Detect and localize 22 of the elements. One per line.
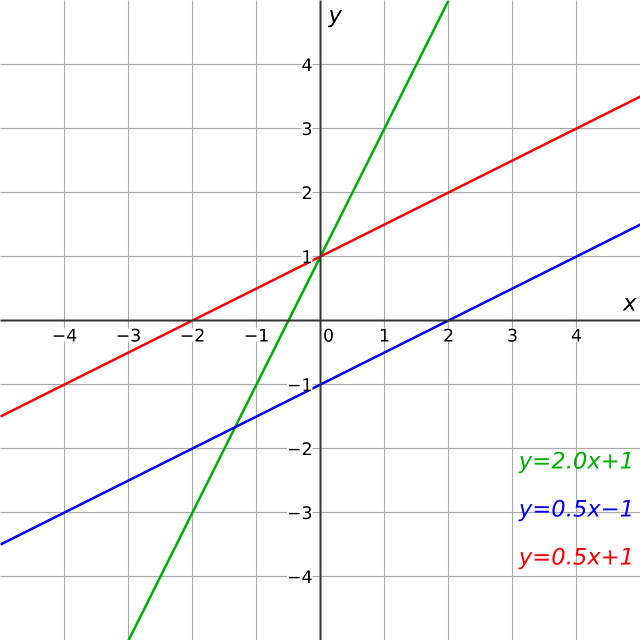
x-tick-label: 4 <box>570 326 582 346</box>
x-tick-label: 2 <box>442 326 454 346</box>
x-axis-title: x <box>622 290 638 316</box>
y-tick-label: −3 <box>286 504 313 524</box>
text: y=0.5x+1 <box>518 544 634 570</box>
x-tick-label: 0 <box>322 326 334 346</box>
y-tick-label: −1 <box>286 376 313 396</box>
x-tick-label: −1 <box>244 326 270 346</box>
x-tick-label: −2 <box>180 326 206 346</box>
y-tick-label: 1 <box>301 248 313 268</box>
y-tick-label: 3 <box>301 120 313 140</box>
x-tick-label: 1 <box>378 326 390 346</box>
text: y=2.0x+1 <box>518 448 634 474</box>
x-tick-label: 3 <box>506 326 518 346</box>
y-tick-label: 2 <box>301 184 313 204</box>
y-tick-label: −4 <box>286 568 313 588</box>
y-axis-title: y <box>328 2 342 28</box>
x-tick-label: −3 <box>116 326 142 346</box>
y-tick-label: 4 <box>301 56 313 76</box>
x-tick-label: −4 <box>52 326 78 346</box>
text: y=0.5x−1 <box>518 496 634 522</box>
y-tick-label: −2 <box>286 440 313 460</box>
